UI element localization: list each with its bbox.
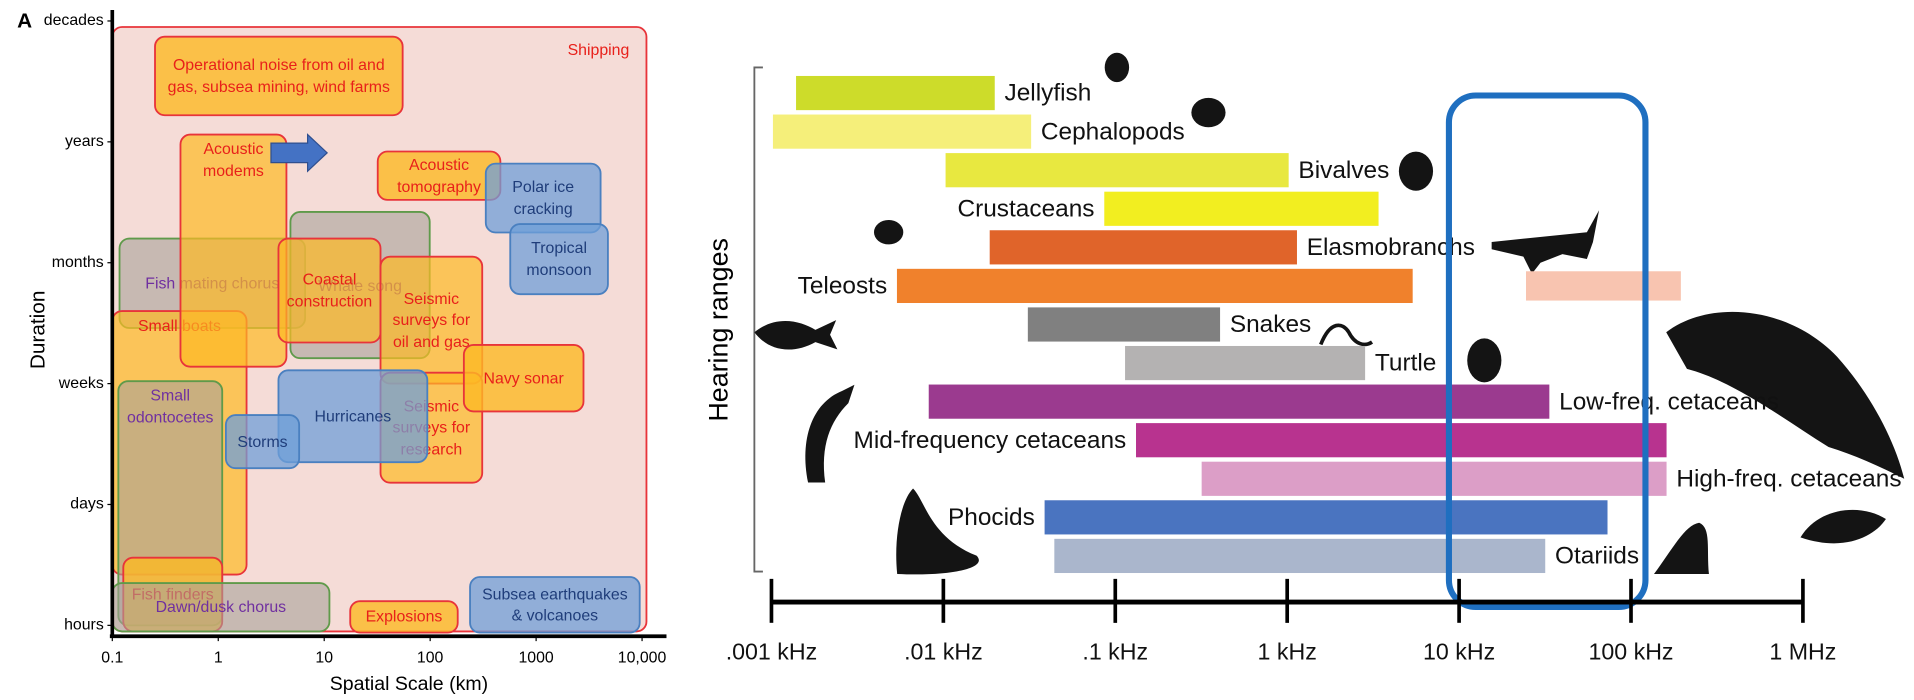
box-label-area: Dawn/dusk chorus — [112, 583, 329, 631]
x-tick-label: 10,000 — [618, 649, 667, 666]
y-tick-label: years — [65, 133, 104, 150]
box-label: Dawn/dusk chorus — [112, 583, 329, 631]
box-label: Hurricanes — [278, 370, 427, 462]
bar-label: High-freq. cetaceans — [1676, 465, 1901, 492]
bar-label: Snakes — [1230, 311, 1311, 338]
box-label-area: Acoustic tomography — [378, 152, 501, 200]
box-label-area: Subsea earthquakes & volcanoes — [470, 577, 640, 633]
clam-silhouette — [1399, 152, 1433, 191]
bar-label: Turtle — [1375, 350, 1436, 377]
hearing-bar-extension — [1526, 271, 1681, 300]
box-label: Subsea earthquakes & volcanoes — [470, 577, 640, 633]
x-tick-label: 0.1 — [101, 649, 123, 666]
x-axis-title: Spatial Scale (km) — [330, 673, 488, 695]
hearing-bar — [773, 115, 1031, 149]
bar-label: Crustaceans — [957, 195, 1094, 222]
snake-silhouette — [1321, 325, 1372, 344]
dolphin-silhouette — [805, 385, 854, 483]
panel-label: A — [17, 10, 32, 33]
x-tick-label: .001 kHz — [726, 638, 818, 664]
y-tick-label: days — [70, 496, 104, 513]
hearing-bar — [990, 230, 1297, 264]
hearing-bar — [796, 76, 995, 110]
x-tick-label: 10 — [315, 649, 333, 666]
box-label-area: Explosions — [350, 601, 457, 632]
box-label-area: Coastal construction — [278, 239, 380, 343]
frequency-axis: .001 kHz .01 kHz .1 kHz 1 kHz 10 kHz 100 kHz 1… — [726, 579, 1837, 665]
box-label: Tropical monsoon — [510, 224, 608, 294]
box-label: Acoustic modems — [180, 135, 286, 367]
box-label-area: Navy sonar — [464, 345, 584, 411]
box-label-area: Storms — [226, 415, 299, 468]
y-tick-label: decades — [44, 12, 104, 29]
y-tick-label: months — [52, 254, 104, 271]
x-tick-label: 100 — [417, 649, 444, 666]
hearing-bar — [1104, 192, 1378, 226]
x-tick-label: .1 kHz — [1082, 638, 1148, 664]
y-tick-label: hours — [64, 617, 104, 634]
y-axis-title: Duration — [27, 291, 50, 369]
x-tick-label: 1000 — [518, 649, 553, 666]
hearing-bar — [1045, 500, 1608, 534]
hearing-bar — [1202, 462, 1667, 496]
y-axis-title: Hearing ranges — [703, 238, 733, 422]
page: {"chart_data": [ {"type": "box", "panel_… — [0, 0, 1914, 700]
y-tick-label: weeks — [58, 375, 104, 392]
jellyfish-silhouette — [1105, 53, 1129, 82]
box-label-area: Acoustic modems — [180, 135, 286, 367]
hearing-bar — [1028, 307, 1220, 341]
sealion-silhouette — [1654, 523, 1709, 574]
box-label: Polar ice cracking — [486, 164, 601, 233]
x-tick-label: 1 — [214, 649, 223, 666]
x-tick-label: 100 kHz — [1588, 638, 1673, 664]
box-label: Coastal construction — [278, 239, 380, 343]
x-tick-label: 1 kHz — [1258, 638, 1317, 664]
bar-label: Otariids — [1555, 543, 1639, 570]
box-label: Navy sonar — [464, 345, 584, 411]
small-whale-silhouette — [1800, 510, 1885, 544]
bar-label: Low-freq. cetaceans — [1559, 388, 1779, 415]
hearing-bar — [946, 153, 1289, 187]
bar-label: Mid-frequency cetaceans — [854, 427, 1127, 454]
x-tick-label: 1 MHz — [1769, 638, 1836, 664]
bar-label: Jellyfish — [1005, 80, 1092, 107]
seal-silhouette — [896, 489, 979, 575]
box-label: Explosions — [350, 601, 457, 632]
fish-silhouette — [754, 320, 837, 349]
shark-silhouette — [1492, 210, 1599, 273]
box-label: Storms — [226, 415, 299, 468]
hearing-bar — [897, 269, 1413, 303]
hearing-bar — [929, 385, 1550, 419]
bar-label: Teleosts — [798, 273, 888, 300]
octopus-silhouette — [1191, 98, 1225, 127]
figure: ShippingOperational noise from oil and g… — [0, 0, 1914, 700]
bar-label: Phocids — [948, 504, 1035, 531]
crab-silhouette — [874, 220, 903, 244]
box-label-area: Tropical monsoon — [510, 224, 608, 294]
hearing-bar — [1125, 346, 1365, 380]
box-label-area: Hurricanes — [278, 370, 427, 462]
bar-label: Cephalopods — [1041, 118, 1185, 145]
x-tick-label: 10 kHz — [1423, 638, 1495, 664]
hearing-bar — [1054, 539, 1545, 573]
bracket — [754, 67, 763, 571]
x-tick-label: .01 kHz — [904, 638, 983, 664]
box-label-area: Polar ice cracking — [486, 164, 601, 233]
bar-label: Bivalves — [1298, 157, 1389, 184]
turtle-silhouette — [1467, 338, 1501, 382]
box-label: Acoustic tomography — [378, 152, 501, 200]
hearing-bar — [1136, 423, 1667, 457]
box-label: Operational noise from oil and gas, subs… — [155, 37, 403, 116]
box-label-area: Operational noise from oil and gas, subs… — [155, 37, 403, 116]
